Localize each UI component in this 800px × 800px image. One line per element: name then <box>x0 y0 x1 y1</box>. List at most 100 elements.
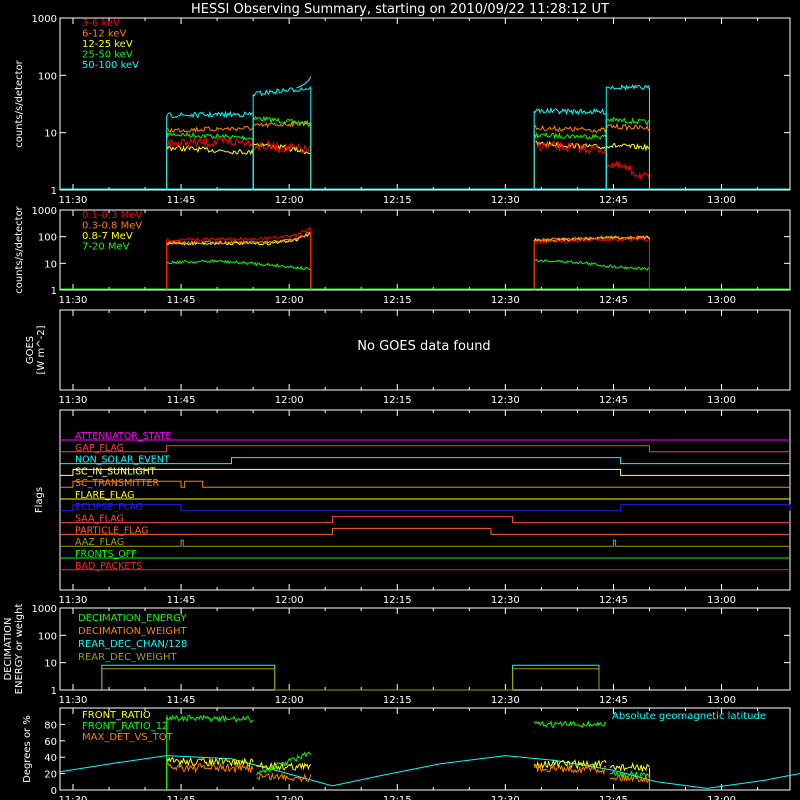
series-line-25-50-keV <box>252 115 312 128</box>
legend-entry: FRONT_RATIO_12 <box>82 721 168 732</box>
series-line-front-ratio <box>166 756 254 768</box>
series-line-0.1-0.3-MeV <box>166 227 312 242</box>
series-line-front-ratio-12 <box>256 751 312 776</box>
lightcurve-high-frame <box>59 209 791 291</box>
lightcurve-high-x-tick-label: 11:45 <box>167 295 196 306</box>
series-line-50-100-keV <box>166 110 254 119</box>
flag-label-sc_transmitter: SC_TRANSMITTER <box>75 478 160 489</box>
decimation-x-tick-label: 12:15 <box>383 695 412 706</box>
goes-ylabel: [W m^-2] <box>36 325 47 374</box>
ratios-y-tick-label: 20 <box>44 770 57 781</box>
lightcurve-high-x-tick-label: 13:00 <box>707 295 736 306</box>
series-line-max-det-vs-tot <box>533 763 607 776</box>
lightcurve-high-y-tick-label: 1 <box>51 286 57 297</box>
series-line-max-det-vs-tot <box>166 762 254 774</box>
ratios-y-tick-label: 0 <box>51 786 57 797</box>
ratios-x-tick-label: 13:00 <box>707 795 736 800</box>
ratios-ylabel: Degrees or % <box>22 715 33 783</box>
lightcurve-high-y-tick-label: 100 <box>38 233 57 244</box>
lightcurve-high-ylabel: counts/s/detector <box>14 205 25 293</box>
flags-x-tick-label: 11:30 <box>59 595 88 606</box>
series-line-front-ratio-12 <box>166 714 254 723</box>
series-line-50-100-keV <box>533 106 607 116</box>
flag-trace-sc_in_sunlight <box>60 468 790 476</box>
series-rise-50-100 <box>296 76 312 89</box>
legend-entry: FRONT_RATIO <box>82 710 151 721</box>
goes-x-tick-label: 12:30 <box>491 395 520 406</box>
series-line-3-6-keV <box>533 139 607 155</box>
flag-trace-gap_flag <box>60 445 790 453</box>
decimation-ylabel: DECIMATION <box>3 617 14 680</box>
flag-label-gap_flag: GAP_FLAG <box>75 443 124 454</box>
goes-ylabel: GOES <box>25 336 36 364</box>
lightcurve-low-y-tick-label: 100 <box>38 71 57 82</box>
ratios-y-tick-label: 60 <box>44 737 57 748</box>
series-line-6-12-keV <box>533 124 607 134</box>
flags-ylabel: Flags <box>34 487 45 513</box>
lightcurve-high-x-tick-label: 12:45 <box>599 295 628 306</box>
goes-x-tick-label: 13:00 <box>707 395 736 406</box>
flag-label-saa_flag: SAA_FLAG <box>75 514 124 525</box>
decimation-ylabel: ENERGY or weight <box>14 604 25 695</box>
flags-x-tick-label: 13:00 <box>707 595 736 606</box>
decimation-panel: 11:30 11:45 12:00 12:15 12:30 12:45 13:00 1 10 10… <box>3 604 791 706</box>
lightcurve-low-x-tick-label: 12:00 <box>275 195 304 206</box>
flag-label-eclipse_flag: ECLIPSE_FLAG <box>75 502 143 513</box>
lightcurve-high-y-tick-label: 1000 <box>32 206 57 217</box>
flag-label-sc_in_sunlight: SC_IN_SUNLIGHT <box>75 466 156 477</box>
flags-panel: 11:30 11:45 12:00 12:15 12:30 12:45 13:00 Flags… <box>34 409 791 606</box>
flag-trace-saa_flag <box>60 516 790 524</box>
series-line-0.1-0.3-MeV <box>533 237 650 245</box>
lightcurve-high-panel: 11:30 11:45 12:00 12:15 12:30 12:45 13:00 1 10 10… <box>14 205 791 306</box>
figure-title: HESSI Observing Summary, starting on 201… <box>191 2 609 17</box>
series-line-12-25-keV <box>533 140 607 150</box>
legend-entry: 0.8-7 MeV <box>82 231 133 242</box>
flag-label-flare_flag: FLARE_FLAG <box>75 490 135 501</box>
legend-entry: REAR_DEC_WEIGHT <box>78 652 177 663</box>
flags-x-tick-label: 12:30 <box>491 595 520 606</box>
lightcurve-low-panel: 11:30 11:45 12:00 12:15 12:30 12:45 13:00 1 10 10… <box>14 14 791 206</box>
flags-x-tick-label: 12:00 <box>275 595 304 606</box>
legend-entry: 6-12 keV <box>82 29 126 40</box>
series-line-7-20-MeV <box>533 258 650 271</box>
latitude-annotation: Absolute geomagnetic latitude <box>612 711 766 722</box>
goes-x-tick-label: 12:45 <box>599 395 628 406</box>
flag-label-attenuator_state: ATTENUATOR_STATE <box>75 431 171 442</box>
series-line-front-ratio-12 <box>533 719 607 729</box>
series-line-25-50-keV <box>533 131 607 140</box>
series-line-7-20-MeV <box>166 259 312 270</box>
series-line-3-6-keV <box>166 136 254 149</box>
ratios-x-tick-label: 11:45 <box>167 795 196 800</box>
goes-x-tick-label: 12:15 <box>383 395 412 406</box>
flag-label-aaz_flag: AAZ_FLAG <box>75 537 124 548</box>
lightcurve-high-x-tick-label: 12:00 <box>275 295 304 306</box>
flag-label-fronts_off: FRONTS_OFF <box>75 549 137 560</box>
lightcurve-low-x-tick-label: 13:00 <box>707 195 736 206</box>
lightcurve-low-x-tick-label: 12:15 <box>383 195 412 206</box>
ratios-x-tick-label: 12:45 <box>599 795 628 800</box>
lightcurve-high-x-tick-label: 12:15 <box>383 295 412 306</box>
ratios-frame <box>59 707 791 791</box>
legend-entry: 25-50 keV <box>82 50 133 61</box>
flag-trace-sc_transmitter <box>60 480 790 488</box>
lightcurve-high-y-tick-label: 10 <box>44 259 57 270</box>
series-line-3-6-keV <box>605 160 650 181</box>
legend-entry: 3-6 keV <box>82 18 120 29</box>
flag-trace-non_solar_event <box>60 457 790 465</box>
series-line-6-12-keV <box>253 119 312 129</box>
ratios-x-tick-label: 12:00 <box>275 795 304 800</box>
lightcurve-low-y-tick-label: 10 <box>44 129 57 140</box>
flag-label-non_solar_event: NON_SOLAR_EVENT <box>75 455 170 466</box>
decimation-x-tick-label: 11:45 <box>167 695 196 706</box>
goes-x-tick-label: 11:45 <box>167 395 196 406</box>
decimation-y-tick-label: 10 <box>44 659 57 670</box>
flag-label-particle_flag: PARTICLE_FLAG <box>75 525 148 536</box>
lightcurve-low-ylabel: counts/s/detector <box>14 59 25 147</box>
ratios-y-tick-label: 40 <box>44 753 57 764</box>
flag-label-bad_packets: BAD_PACKETS <box>75 561 142 572</box>
series-line-front-ratio-12 <box>609 769 650 779</box>
ratios-panel: 11:30 11:45 12:00 12:15 12:30 12:45 13:00 Degre… <box>22 707 800 800</box>
decimation-x-tick-label: 12:45 <box>599 695 628 706</box>
series-line-0.3-0.8-MeV <box>166 231 312 245</box>
flags-frame <box>59 409 791 591</box>
